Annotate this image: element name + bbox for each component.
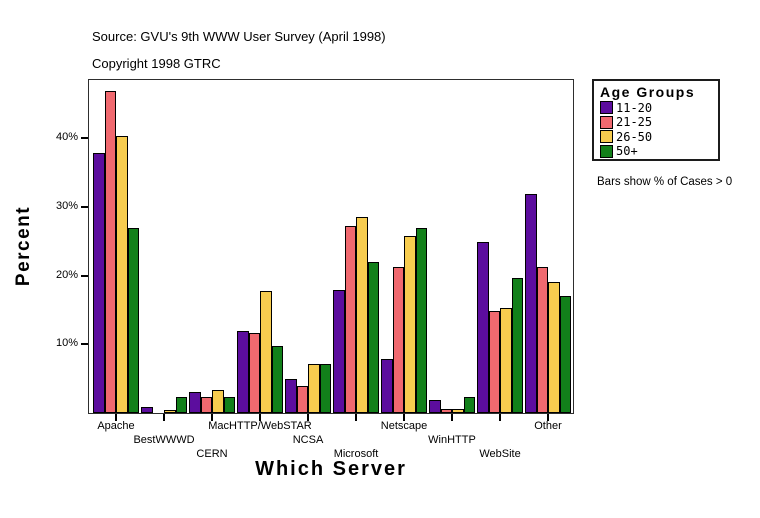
legend-note: Bars show % of Cases > 0 — [597, 176, 733, 188]
x-tick-label-Netscape: Netscape — [380, 420, 428, 432]
y-tick-mark — [81, 274, 88, 277]
legend-item-26-50: 26-50 — [600, 130, 712, 144]
bar-MacHTTP/WebSTAR-50+ — [271, 346, 283, 413]
bar-Netscape-11-20 — [381, 358, 393, 413]
x-tick-label-Apache: Apache — [97, 420, 135, 432]
x-tick-label-WebSite: WebSite — [479, 448, 521, 460]
legend-items: 11-20 21-25 26-50 50+ — [600, 101, 712, 158]
bar-Other-50+ — [559, 295, 571, 413]
bar-WinHTTP-50+ — [463, 396, 475, 413]
bar-CERN-11-20 — [189, 392, 201, 413]
x-tick-mark — [211, 414, 213, 421]
x-tick-label-WinHTTP: WinHTTP — [428, 434, 476, 446]
bar-WebSite-50+ — [511, 278, 523, 413]
legend: Age Groups 11-20 21-25 26-50 50+ — [592, 79, 720, 161]
bar-Netscape-26-50 — [404, 235, 416, 413]
bar-CERN-21-25 — [200, 397, 212, 413]
x-tick-mark — [355, 414, 357, 421]
y-tick-label: 30% — [55, 200, 78, 213]
x-tick-label-CERN: CERN — [196, 448, 228, 460]
y-tick-label: 40% — [55, 131, 78, 144]
bar-Other-26-50 — [548, 281, 560, 413]
bar-Apache-26-50 — [116, 136, 128, 413]
bar-WinHTTP-26-50 — [452, 408, 464, 413]
legend-swatch-icon — [600, 115, 613, 129]
bar-Microsoft-26-50 — [356, 216, 368, 413]
legend-item-11-20: 11-20 — [600, 101, 712, 115]
y-tick-label: 10% — [55, 337, 78, 350]
bar-CERN-26-50 — [212, 390, 224, 413]
bar-Other-11-20 — [525, 193, 537, 413]
x-tick-mark — [499, 414, 501, 421]
bar-WinHTTP-11-20 — [429, 399, 441, 413]
x-tick-mark — [163, 414, 165, 421]
bar-Netscape-50+ — [415, 227, 427, 413]
x-tick-mark — [259, 414, 261, 421]
x-tick-mark — [403, 414, 405, 421]
bar-Other-21-25 — [536, 267, 548, 413]
bar-Microsoft-11-20 — [333, 290, 345, 413]
bar-WebSite-11-20 — [477, 242, 489, 413]
legend-label: 11-20 — [616, 100, 653, 115]
bar-CERN-50+ — [223, 397, 235, 413]
bar-Apache-21-25 — [104, 91, 116, 413]
bar-Microsoft-21-25 — [344, 226, 356, 413]
bar-MacHTTP/WebSTAR-21-25 — [248, 332, 260, 413]
bar-BestWWWD-11-20 — [141, 406, 153, 413]
y-tick-mark — [81, 137, 88, 140]
x-tick-mark — [115, 414, 117, 421]
bar-NCSA-21-25 — [296, 385, 308, 413]
bar-MacHTTP/WebSTAR-26-50 — [260, 290, 272, 413]
bar-NCSA-26-50 — [308, 363, 320, 413]
legend-swatch-icon — [600, 101, 613, 114]
legend-swatch-icon — [600, 144, 613, 158]
x-tick-mark — [307, 414, 309, 421]
x-tick-mark — [547, 414, 549, 421]
bar-WebSite-26-50 — [500, 307, 512, 413]
legend-item-50+: 50+ — [600, 144, 712, 158]
bar-MacHTTP/WebSTAR-11-20 — [237, 331, 249, 413]
legend-title: Age Groups — [600, 84, 696, 100]
bar-BestWWWD-26-50 — [164, 409, 176, 413]
plot-area — [88, 79, 574, 414]
y-tick-mark — [81, 343, 88, 346]
bar-NCSA-11-20 — [285, 379, 297, 413]
bar-Apache-50+ — [127, 227, 139, 413]
legend-label: 21-25 — [616, 115, 653, 129]
bar-BestWWWD-50+ — [175, 396, 187, 413]
x-tick-label-NCSA: NCSA — [292, 434, 324, 446]
bar-WebSite-21-25 — [488, 311, 500, 413]
x-tick-label-MacHTTP/WebSTAR: MacHTTP/WebSTAR — [208, 420, 312, 432]
x-tick-label-BestWWWD: BestWWWD — [133, 434, 195, 446]
bar-Apache-11-20 — [93, 153, 105, 413]
bar-WinHTTP-21-25 — [440, 408, 452, 413]
x-tick-mark — [451, 414, 453, 421]
y-tick-mark — [81, 206, 88, 209]
copyright-text: Copyright 1998 GTRC — [92, 56, 221, 71]
legend-label: 50+ — [616, 144, 638, 158]
legend-label: 26-50 — [616, 129, 653, 144]
bar-Netscape-21-25 — [392, 267, 404, 413]
bar-NCSA-50+ — [319, 363, 331, 413]
source-text: Source: GVU's 9th WWW User Survey (April… — [92, 29, 386, 44]
x-tick-label-Other: Other — [534, 420, 562, 432]
legend-item-21-25: 21-25 — [600, 115, 712, 129]
x-axis-title: Which Server — [255, 458, 407, 480]
y-tick-label: 20% — [55, 268, 78, 281]
legend-swatch-icon — [600, 130, 613, 143]
x-tick-label-Microsoft: Microsoft — [333, 448, 379, 460]
bar-Microsoft-50+ — [367, 261, 379, 413]
